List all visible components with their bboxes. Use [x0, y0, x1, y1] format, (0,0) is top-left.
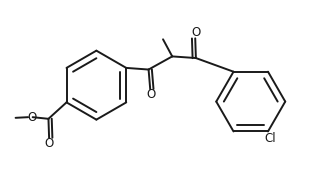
Text: O: O [27, 111, 36, 124]
Text: O: O [191, 26, 200, 39]
Text: Cl: Cl [264, 132, 276, 145]
Text: O: O [146, 88, 156, 101]
Text: O: O [44, 137, 54, 150]
